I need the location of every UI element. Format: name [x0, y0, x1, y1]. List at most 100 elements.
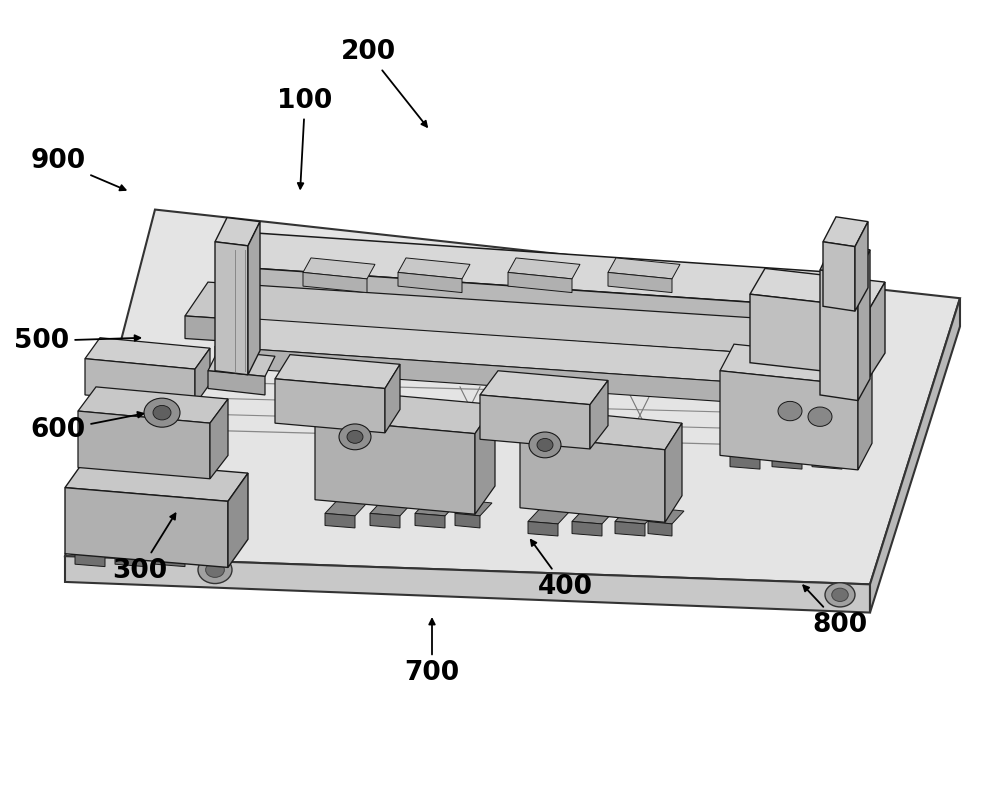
Polygon shape [315, 390, 495, 434]
Polygon shape [858, 250, 870, 401]
Polygon shape [750, 294, 870, 376]
Polygon shape [415, 513, 445, 528]
Polygon shape [215, 347, 780, 405]
Polygon shape [870, 282, 885, 376]
Polygon shape [303, 258, 375, 279]
Circle shape [537, 438, 553, 451]
Polygon shape [195, 539, 234, 555]
Polygon shape [665, 423, 682, 522]
Polygon shape [415, 501, 457, 516]
Polygon shape [65, 556, 870, 613]
Polygon shape [315, 419, 475, 514]
Polygon shape [185, 282, 823, 356]
Polygon shape [208, 351, 275, 376]
Circle shape [144, 398, 180, 427]
Polygon shape [115, 539, 157, 555]
Polygon shape [455, 513, 480, 528]
Polygon shape [870, 298, 960, 613]
Text: 500: 500 [14, 328, 140, 354]
Text: 900: 900 [30, 148, 126, 190]
Polygon shape [208, 371, 265, 395]
Polygon shape [85, 338, 210, 369]
Polygon shape [615, 509, 657, 524]
Polygon shape [528, 521, 558, 536]
Polygon shape [720, 344, 872, 385]
Polygon shape [220, 266, 835, 336]
Polygon shape [720, 371, 858, 470]
Polygon shape [508, 258, 580, 279]
Polygon shape [195, 348, 210, 405]
Polygon shape [195, 552, 222, 567]
Polygon shape [772, 442, 814, 457]
Polygon shape [228, 473, 248, 567]
Polygon shape [65, 210, 960, 584]
Polygon shape [475, 405, 495, 514]
Polygon shape [215, 318, 800, 385]
Polygon shape [155, 552, 185, 567]
Text: 400: 400 [531, 540, 592, 600]
Polygon shape [730, 442, 772, 457]
Polygon shape [85, 359, 195, 405]
Circle shape [339, 424, 371, 450]
Circle shape [825, 583, 855, 607]
Circle shape [206, 563, 224, 577]
Polygon shape [812, 442, 854, 457]
Circle shape [832, 588, 848, 601]
Text: 200: 200 [340, 39, 427, 127]
Polygon shape [835, 274, 858, 336]
Polygon shape [648, 509, 684, 524]
Polygon shape [185, 316, 800, 379]
Polygon shape [572, 521, 602, 536]
Circle shape [198, 556, 232, 584]
Polygon shape [370, 513, 400, 528]
Polygon shape [812, 455, 842, 469]
Polygon shape [855, 222, 868, 311]
Polygon shape [248, 222, 260, 375]
Polygon shape [480, 395, 590, 449]
Circle shape [808, 407, 832, 426]
Polygon shape [520, 409, 682, 450]
Polygon shape [480, 371, 608, 405]
Polygon shape [65, 488, 228, 567]
Polygon shape [823, 217, 868, 247]
Polygon shape [820, 244, 870, 276]
Text: 700: 700 [404, 619, 460, 686]
Polygon shape [210, 399, 228, 479]
Polygon shape [858, 359, 872, 470]
Polygon shape [78, 411, 210, 479]
Polygon shape [608, 258, 680, 279]
Polygon shape [820, 270, 858, 401]
Polygon shape [275, 379, 385, 433]
Polygon shape [572, 509, 614, 524]
Polygon shape [215, 218, 260, 246]
Text: 300: 300 [112, 513, 175, 584]
Polygon shape [325, 501, 367, 516]
Text: 800: 800 [803, 585, 868, 638]
Polygon shape [528, 509, 570, 524]
Polygon shape [398, 258, 470, 279]
Circle shape [529, 432, 561, 458]
Circle shape [153, 405, 171, 420]
Polygon shape [772, 455, 802, 469]
Polygon shape [215, 242, 248, 375]
Polygon shape [65, 459, 248, 501]
Polygon shape [520, 435, 665, 522]
Text: 100: 100 [277, 88, 333, 189]
Polygon shape [385, 364, 400, 433]
Polygon shape [750, 268, 885, 308]
Polygon shape [398, 272, 462, 293]
Polygon shape [615, 521, 645, 536]
Polygon shape [370, 501, 412, 516]
Circle shape [347, 430, 363, 443]
Circle shape [778, 401, 802, 421]
Polygon shape [220, 232, 858, 308]
Polygon shape [590, 380, 608, 449]
Polygon shape [78, 387, 228, 423]
Polygon shape [75, 552, 105, 567]
Polygon shape [508, 272, 572, 293]
Polygon shape [455, 501, 492, 516]
Polygon shape [823, 242, 855, 311]
Polygon shape [155, 539, 197, 555]
Polygon shape [303, 272, 367, 293]
Polygon shape [648, 521, 672, 536]
